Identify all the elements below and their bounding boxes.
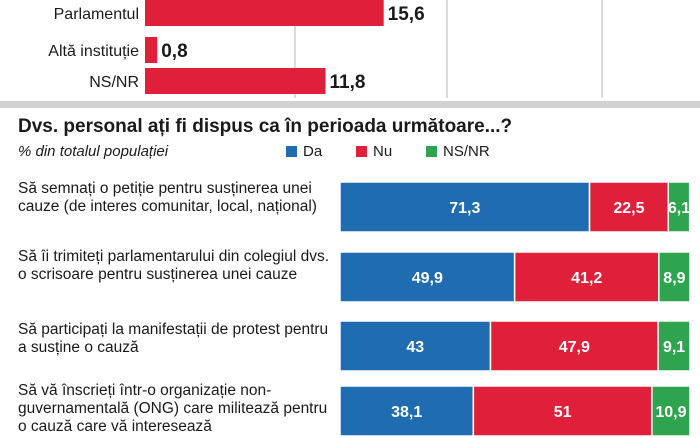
- legend-label-da: Da: [303, 143, 323, 160]
- data-label: 9,1: [663, 339, 685, 356]
- category-label: NS/NR: [89, 74, 139, 91]
- bar-segment: [472, 385, 653, 437]
- bar-segment: [657, 320, 691, 372]
- data-label: 8,9: [663, 270, 685, 287]
- bar: [145, 37, 158, 63]
- data-label: 10,9: [655, 404, 686, 421]
- chart-title: Dvs. personal ați fi dispus ca în perioa…: [18, 116, 513, 137]
- stacked-bar-chart: 71,3 22,5 6,1 49,9 41,2 8,9 43 47,9 9,1 38,1 51 10,…: [339, 181, 691, 437]
- bar: [145, 0, 384, 26]
- bar-segment: [667, 181, 691, 233]
- bar-segment: [513, 251, 660, 303]
- data-label: 6,1: [668, 200, 690, 217]
- data-label: 38,1: [391, 404, 422, 421]
- chart-subtitle-row: % din totalul populației Da Nu NS/NR: [18, 143, 688, 163]
- question-label: Să semnați o petiție pentru susținerea u…: [18, 180, 317, 215]
- value-label: 0,8: [161, 41, 187, 62]
- bar-segment: [658, 251, 691, 303]
- data-label: 51: [554, 404, 572, 421]
- bar-segment: [339, 320, 492, 372]
- legend-item-nu: Nu: [356, 143, 392, 160]
- value-label: 11,8: [330, 72, 366, 93]
- legend-item-nsnr: NS/NR: [426, 143, 490, 160]
- section-divider: [0, 101, 700, 108]
- legend-swatch-nu: [356, 146, 367, 157]
- category-label: Parlamentul: [54, 6, 139, 23]
- data-label: 49,9: [412, 270, 443, 287]
- legend-item-da: Da: [286, 143, 322, 160]
- bar-segment: [588, 181, 670, 233]
- bar-segment: [339, 385, 475, 437]
- data-label: 22,5: [613, 200, 644, 217]
- legend-label-nsnr: NS/NR: [443, 143, 490, 160]
- legend-label-nu: Nu: [373, 143, 393, 160]
- question-label: Să participați la manifestații de protes…: [18, 321, 329, 356]
- top-bar-chart: Parlamentul 15,6 Altă instituție 0,8 NS/NR 11…: [48, 0, 603, 98]
- bar-segment: [651, 385, 691, 437]
- data-label: 41,2: [571, 270, 602, 287]
- data-label: 43: [406, 339, 424, 356]
- data-label: 71,3: [449, 200, 480, 217]
- legend-swatch-da: [286, 146, 297, 157]
- value-label: 15,6: [388, 4, 425, 25]
- question-label: Să îi trimiteți parlamentarului din cole…: [18, 248, 329, 283]
- category-label: Altă instituție: [48, 43, 139, 60]
- legend-swatch-nsnr: [426, 146, 437, 157]
- bar: [145, 68, 326, 94]
- unit-label: % din totalul populației: [18, 143, 169, 160]
- bar-segment: [339, 251, 516, 303]
- question-label: Să vă înscrieți într-o organizație non-g…: [18, 382, 328, 435]
- data-label: 47,9: [559, 339, 590, 356]
